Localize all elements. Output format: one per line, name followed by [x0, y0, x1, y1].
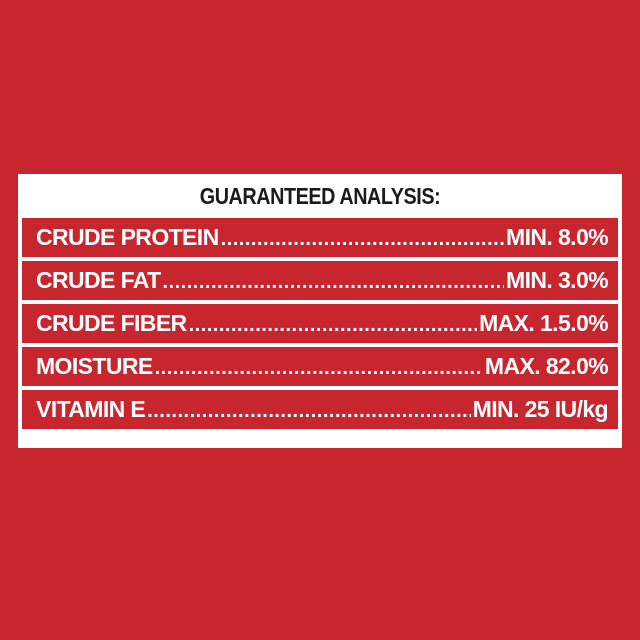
- nutrient-name: MOISTURE: [36, 353, 153, 379]
- analysis-row-vitamin-e: VITAMIN E MIN. 25 IU/kg: [22, 390, 618, 429]
- dot-leader: [155, 357, 483, 386]
- dot-leader: [221, 228, 504, 257]
- analysis-title: GUARANTEED ANALYSIS:: [199, 182, 441, 209]
- analysis-row-crude-fiber: CRUDE FIBER MAX. 1.5.0%: [22, 304, 618, 343]
- nutrient-value: MIN. 25 IU/kg: [472, 396, 609, 422]
- nutrient-name: CRUDE FAT: [36, 267, 161, 293]
- nutrient-name: VITAMIN E: [36, 396, 146, 422]
- nutrient-value: MIN. 3.0%: [506, 267, 609, 293]
- guaranteed-analysis-panel: GUARANTEED ANALYSIS: CRUDE PROTEIN MIN. …: [18, 174, 622, 448]
- dot-leader: [147, 400, 470, 429]
- nutrient-value: MAX. 1.5.0%: [479, 310, 609, 336]
- nutrient-value: MAX. 82.0%: [484, 353, 609, 379]
- analysis-row-moisture: MOISTURE MAX. 82.0%: [22, 347, 618, 386]
- nutrient-name: CRUDE FIBER: [36, 310, 187, 336]
- dot-leader: [163, 271, 505, 300]
- nutrient-name: CRUDE PROTEIN: [36, 224, 219, 250]
- analysis-row-crude-protein: CRUDE PROTEIN MIN. 8.0%: [22, 218, 618, 257]
- nutrient-value: MIN. 8.0%: [506, 224, 609, 250]
- analysis-row-crude-fat: CRUDE FAT MIN. 3.0%: [22, 261, 618, 300]
- dot-leader: [189, 314, 478, 343]
- analysis-rows: CRUDE PROTEIN MIN. 8.0% CRUDE FAT MIN. 3…: [22, 218, 618, 429]
